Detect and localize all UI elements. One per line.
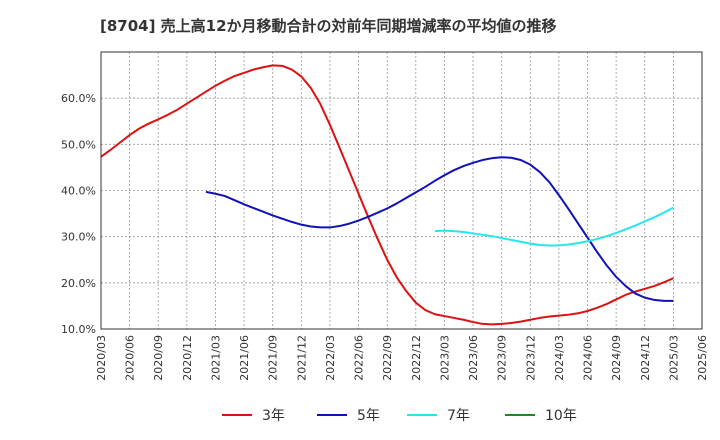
legend-label: 5年 (357, 408, 380, 424)
y-tick-label: 60.0% (61, 92, 96, 105)
x-tick-label: 2025/06 (696, 335, 709, 381)
legend: 3年 5年 7年 10年 (222, 408, 577, 424)
x-tick-label: 2023/06 (467, 335, 480, 381)
plot-frame (100, 51, 703, 330)
x-tick-label: 2024/12 (639, 335, 652, 381)
x-tick-label: 2020/09 (152, 335, 165, 381)
y-tick-label: 30.0% (61, 231, 96, 244)
y-tick-label: 40.0% (61, 185, 96, 198)
x-tick-label: 2023/03 (438, 335, 451, 381)
legend-label: 10年 (545, 408, 577, 424)
x-tick-label: 2022/03 (324, 335, 337, 381)
y-tick-label: 50.0% (61, 138, 96, 151)
series-line-3 (434, 206, 674, 247)
x-tick-label: 2024/06 (582, 335, 595, 381)
y-axis-tick-labels: 10.0% 20.0% 30.0% 40.0% 50.0% 60.0% (61, 92, 96, 336)
x-tick-label: 2023/09 (496, 335, 509, 381)
legend-label: 7年 (447, 408, 470, 424)
x-tick-label: 2021/03 (209, 335, 222, 381)
series-lines (100, 64, 674, 326)
y-tick-label: 10.0% (61, 323, 96, 336)
x-tick-label: 2022/06 (353, 335, 366, 381)
x-tick-label: 2020/06 (124, 335, 137, 381)
chart-title: [8704] 売上高12か月移動合計の対前年同期増減率の平均値の推移 (100, 17, 557, 35)
x-tick-label: 2022/12 (410, 335, 423, 381)
y-tick-label: 20.0% (61, 277, 96, 290)
x-tick-label: 2024/03 (553, 335, 566, 381)
x-tick-label: 2021/06 (238, 335, 251, 381)
x-tick-label: 2022/09 (381, 335, 394, 381)
x-tick-label: 2025/03 (667, 335, 680, 381)
x-axis-tick-labels: 2020/03 2020/06 2020/09 2020/12 2021/03 2021/… (95, 335, 709, 381)
x-tick-label: 2021/09 (267, 335, 280, 381)
x-tick-label: 2023/12 (524, 335, 537, 381)
x-tick-label: 2020/03 (95, 335, 108, 381)
x-tick-label: 2021/12 (295, 335, 308, 381)
grid-lines (100, 52, 703, 330)
legend-label: 3年 (262, 408, 285, 424)
x-tick-label: 2020/12 (181, 335, 194, 381)
series-line-2 (205, 156, 674, 302)
x-tick-label: 2024/09 (610, 335, 623, 381)
